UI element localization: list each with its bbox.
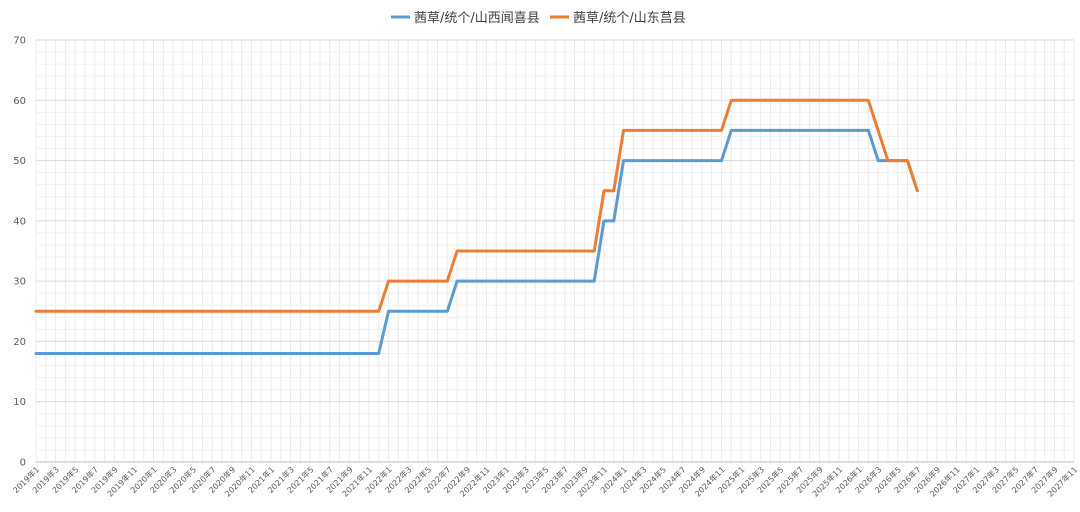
grid (35, 39, 1075, 463)
legend: 茜草/统个/山西闻喜县 茜草/统个/山东莒县 (391, 11, 686, 26)
series-line-2 (34, 98, 919, 313)
y-tick-label: 30 (13, 277, 26, 288)
y-tick-label: 60 (13, 96, 26, 107)
series-line-1 (34, 128, 919, 355)
y-tick-label: 10 (13, 397, 26, 408)
legend-label-series-2: 茜草/统个/山东莒县 (573, 11, 686, 26)
y-tick-label: 70 (13, 36, 26, 47)
y-axis-ticks: 0 10 20 30 40 50 60 70 (13, 36, 26, 469)
y-tick-label: 20 (13, 337, 26, 348)
series-lines (34, 98, 919, 355)
x-axis-ticks: 2019年12019年32019年52019年72019年92019年11202… (11, 464, 1080, 498)
y-tick-label: 0 (20, 458, 26, 469)
legend-label-series-1: 茜草/统个/山西闻喜县 (414, 11, 540, 26)
y-tick-label: 40 (13, 216, 26, 227)
y-tick-label: 50 (13, 156, 26, 167)
